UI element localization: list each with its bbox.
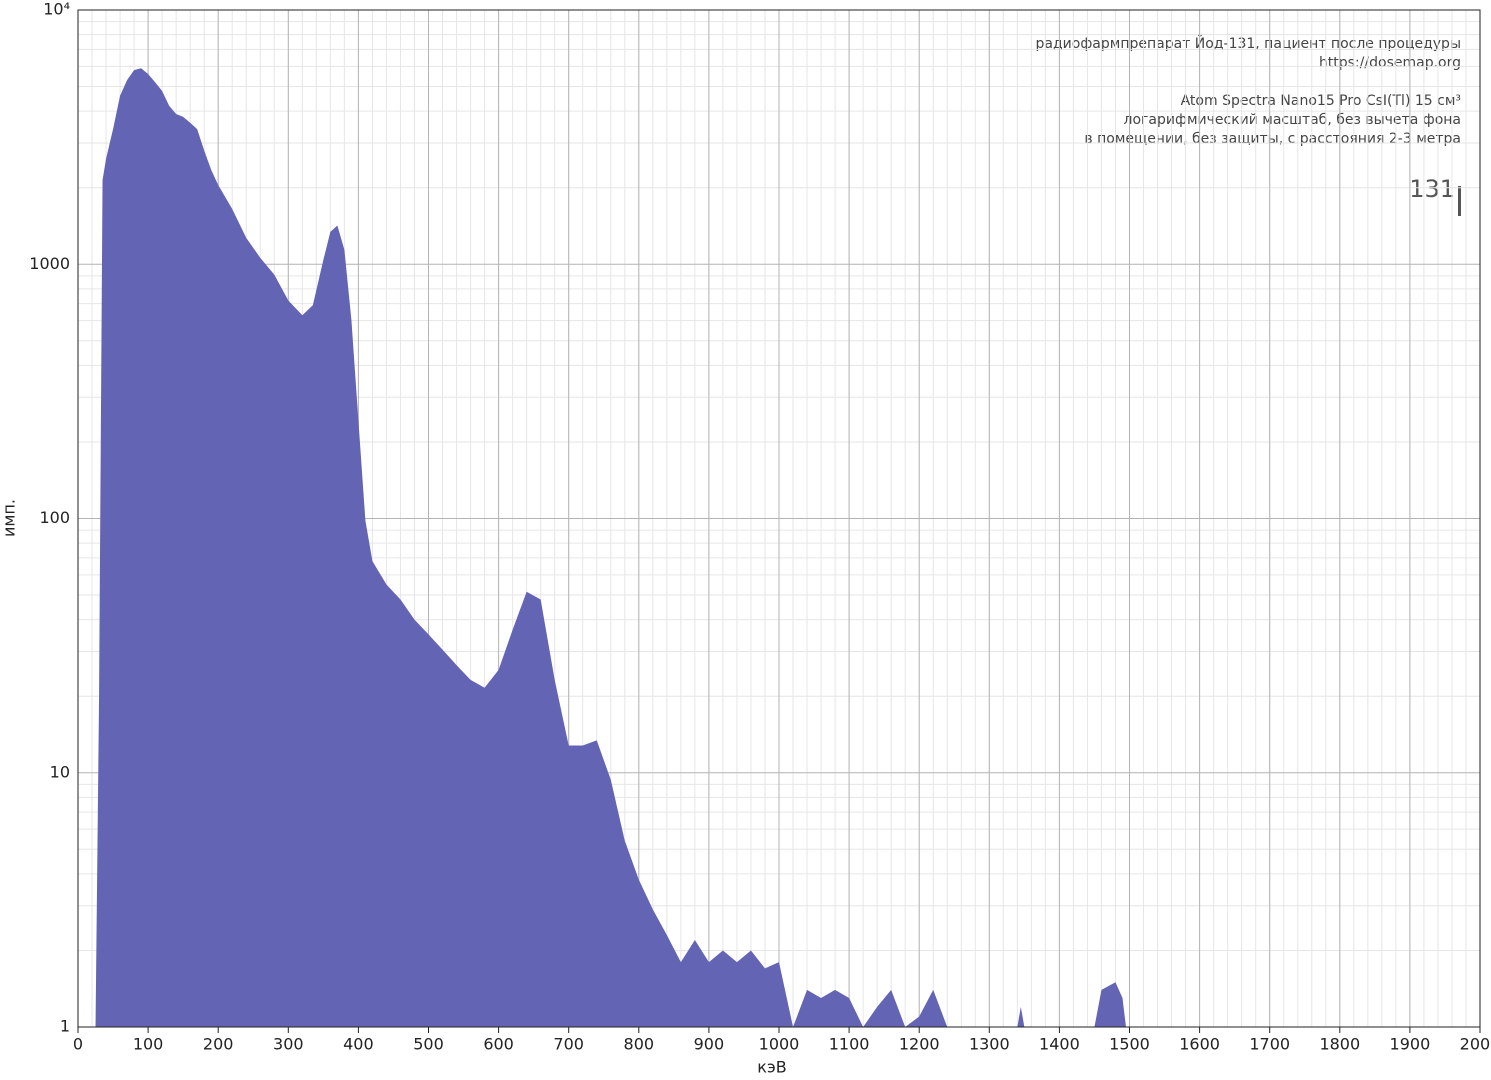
x-tick-label: 1300 bbox=[969, 1035, 1010, 1054]
x-tick-label: 1500 bbox=[1109, 1035, 1150, 1054]
x-tick-label: 1100 bbox=[829, 1035, 870, 1054]
x-tick-label: 500 bbox=[413, 1035, 444, 1054]
x-tick-label: 200 bbox=[203, 1035, 234, 1054]
area bbox=[95, 68, 1126, 1028]
x-tick-label: 1200 bbox=[899, 1035, 940, 1054]
x-tick-label: 1900 bbox=[1390, 1035, 1431, 1054]
x-tick-label: 1400 bbox=[1039, 1035, 1080, 1054]
annotation: https://dosemap.org bbox=[1319, 55, 1461, 71]
annotation: радиофармпрепарат Йод-131, пациент после… bbox=[1036, 34, 1461, 52]
x-axis-label: кэВ bbox=[757, 1058, 786, 1077]
x-tick-label: 2000 bbox=[1460, 1035, 1491, 1054]
x-tick-label: 800 bbox=[624, 1035, 655, 1054]
y-tick-label: 10⁴ bbox=[43, 0, 70, 19]
annotation: в помещении, без защиты, с расстояния 2-… bbox=[1084, 131, 1461, 147]
x-tick-label: 1600 bbox=[1179, 1035, 1220, 1054]
x-tick-label: 0 bbox=[73, 1035, 83, 1054]
x-tick-label: 1700 bbox=[1249, 1035, 1290, 1054]
x-tick-label: 300 bbox=[273, 1035, 304, 1054]
x-tick-label: 700 bbox=[553, 1035, 584, 1054]
logo: 131 bbox=[1409, 175, 1455, 203]
y-tick-label: 100 bbox=[39, 508, 70, 527]
plot-frame bbox=[77, 9, 1481, 1028]
x-tick-label: 900 bbox=[694, 1035, 725, 1054]
y-axis-label: имп. bbox=[0, 499, 19, 537]
annotation: логарифмический масштаб, без вычета фона bbox=[1124, 112, 1461, 128]
x-tick-label: 1000 bbox=[759, 1035, 800, 1054]
y-tick-label: 10 bbox=[50, 762, 70, 781]
x-tick-label: 1800 bbox=[1319, 1035, 1360, 1054]
x-tick-label: 100 bbox=[133, 1035, 164, 1054]
x-tick-label: 400 bbox=[343, 1035, 374, 1054]
y-tick-label: 1000 bbox=[29, 254, 70, 273]
annotation: Atom Spectra Nano15 Pro CsI(Tl) 15 см³ bbox=[1181, 93, 1461, 109]
y-tick-label: 1 bbox=[60, 1017, 70, 1036]
logo-bar bbox=[1458, 186, 1461, 216]
x-tick-label: 600 bbox=[483, 1035, 514, 1054]
